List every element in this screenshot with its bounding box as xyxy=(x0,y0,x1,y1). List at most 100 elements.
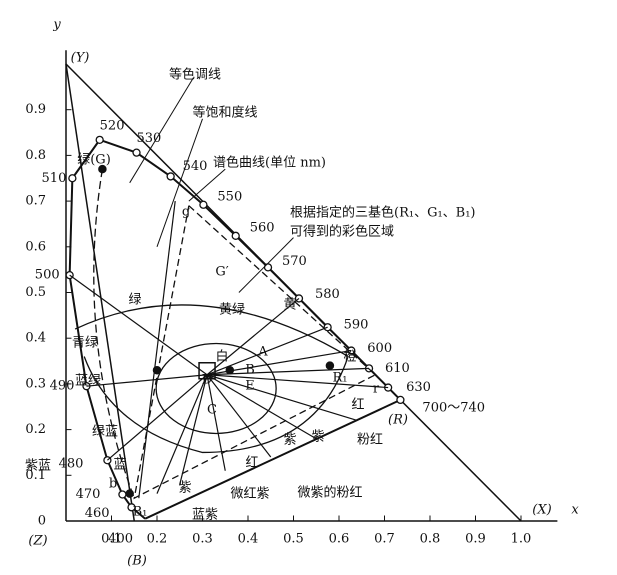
point-dot xyxy=(152,365,162,375)
label: 0.5 xyxy=(283,532,304,547)
label: 490 xyxy=(50,379,75,394)
locus-dot xyxy=(127,503,136,512)
line xyxy=(156,118,203,247)
label: 蓝紫 xyxy=(192,508,218,523)
label: 530 xyxy=(137,131,162,146)
label: (R) xyxy=(388,413,408,428)
line xyxy=(107,374,208,461)
label: 400 xyxy=(108,532,133,547)
label: 510 xyxy=(42,171,67,186)
locus-dot xyxy=(231,231,240,240)
label: 0.7 xyxy=(25,194,46,209)
label: 0.1 xyxy=(25,468,46,483)
label: 可得到的彩色区域 xyxy=(290,224,394,240)
label: 绿蓝 xyxy=(92,425,118,440)
label: 480 xyxy=(59,457,84,472)
line xyxy=(65,63,135,522)
line xyxy=(206,374,358,422)
label: 0.2 xyxy=(147,532,168,547)
label: 0.8 xyxy=(25,148,46,163)
label: G′ xyxy=(215,265,228,280)
line xyxy=(69,274,208,376)
label: 绿(G) xyxy=(77,153,111,168)
label: 0.1 xyxy=(101,532,122,547)
line xyxy=(188,168,226,202)
label: 紫蓝 xyxy=(25,459,51,474)
label: 绿 xyxy=(128,293,141,308)
line xyxy=(156,374,208,494)
label: 0.4 xyxy=(25,331,46,346)
label: 630 xyxy=(406,380,431,395)
label: 0.6 xyxy=(329,532,350,547)
label: 0.8 xyxy=(420,532,441,547)
white-box xyxy=(198,362,216,380)
label: 590 xyxy=(344,318,369,333)
line xyxy=(138,201,176,499)
label: 黄绿 xyxy=(219,303,245,318)
label: 520 xyxy=(100,118,125,133)
label: R₁ xyxy=(333,371,348,386)
label: g xyxy=(182,205,190,220)
label: 红 xyxy=(351,397,364,413)
line xyxy=(206,297,300,376)
label: 550 xyxy=(217,189,242,204)
locus-dot xyxy=(263,263,273,272)
label: 青绿 xyxy=(72,336,98,351)
label: D xyxy=(202,373,212,388)
label: b xyxy=(109,477,117,492)
label: 粉红 xyxy=(357,432,383,448)
label: 700～740 xyxy=(422,400,485,415)
point-dot xyxy=(125,489,134,498)
locus-dot xyxy=(118,490,127,499)
point-dot xyxy=(98,164,107,174)
locus-dot xyxy=(95,135,104,145)
label: B xyxy=(245,363,255,378)
label: (X) xyxy=(532,503,551,518)
label: 0.4 xyxy=(238,532,259,547)
label: 白 xyxy=(215,349,228,365)
label: 微紫的粉红 xyxy=(297,485,362,501)
label: 500 xyxy=(35,268,60,283)
label: 580 xyxy=(315,287,340,302)
locus-dot xyxy=(166,172,175,181)
label: 紫 xyxy=(178,481,191,496)
label: C xyxy=(207,403,217,418)
label: 等饱和度线 xyxy=(192,105,257,121)
locus-dot xyxy=(68,174,77,183)
label: (Z) xyxy=(28,534,47,549)
label: 红 xyxy=(245,455,258,471)
label: 470 xyxy=(76,487,101,502)
saturation-curve xyxy=(74,304,349,454)
label: 0 xyxy=(38,514,46,529)
label: y xyxy=(52,18,61,33)
hue-curve xyxy=(93,169,135,499)
label: 570 xyxy=(282,254,307,269)
line xyxy=(206,374,317,440)
diagram-lines xyxy=(65,50,558,522)
label: 460 xyxy=(85,506,110,521)
label: 0.5 xyxy=(25,285,46,300)
label: (B) xyxy=(127,554,147,569)
locus-dot xyxy=(132,148,141,157)
label: 紫 xyxy=(283,433,296,448)
label: 根据指定的三基色(R₁、G₁、B₁) xyxy=(290,205,476,221)
line xyxy=(86,374,208,387)
label: 谱色曲线(单位 nm) xyxy=(213,155,326,171)
purple-line xyxy=(144,398,401,520)
label: 黄 xyxy=(283,298,296,313)
label: 0.2 xyxy=(25,422,46,437)
label: 0.7 xyxy=(374,532,395,547)
label: 紫 xyxy=(311,430,324,445)
line xyxy=(129,77,194,184)
point-dot xyxy=(325,361,335,370)
label: 0.9 xyxy=(465,532,486,547)
label: 0.3 xyxy=(192,532,213,547)
label: 微红紫 xyxy=(230,486,269,502)
label: B₁ xyxy=(133,505,148,520)
label: 0.6 xyxy=(25,239,46,254)
label: 610 xyxy=(385,361,410,376)
label: 蓝绿 xyxy=(75,374,101,389)
locus-dot xyxy=(396,395,405,405)
label: r xyxy=(373,382,380,397)
